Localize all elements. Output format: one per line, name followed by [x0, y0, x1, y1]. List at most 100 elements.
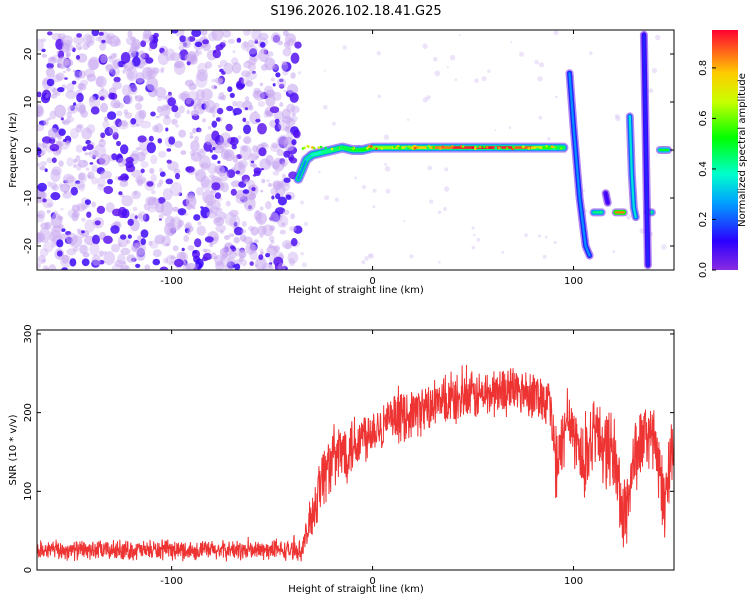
y-tick-label: 10 [23, 96, 34, 109]
noise-blob [87, 58, 99, 71]
noise-blob [76, 53, 88, 63]
noise-blob [241, 229, 247, 234]
noise-blob [78, 244, 89, 255]
noise-blob [111, 59, 119, 69]
noise-blob [133, 190, 138, 196]
noise-blob [156, 182, 162, 188]
noise-blob [229, 245, 236, 250]
noise-blob [192, 127, 197, 134]
noise-dot [651, 67, 658, 74]
noise-blob [86, 42, 91, 48]
noise-blob [171, 105, 179, 113]
noise-blob [137, 50, 146, 59]
noise-blob [285, 126, 290, 130]
ridge-speckle [303, 146, 306, 150]
noise-blob [250, 160, 255, 164]
noise-blob [39, 248, 49, 257]
noise-blob [272, 245, 281, 252]
noise-blob [46, 157, 53, 164]
noise-blob [66, 111, 72, 119]
noise-blob [73, 163, 77, 168]
noise-blob [229, 214, 241, 229]
noise-blob [137, 213, 143, 220]
noise-blob [202, 256, 208, 262]
noise-blob [47, 127, 59, 139]
noise-blob [169, 52, 182, 61]
noise-blob [278, 119, 288, 131]
noise-blob [192, 266, 198, 270]
noise-blob [147, 197, 160, 209]
noise-blob [81, 230, 85, 234]
noise-blob [283, 41, 290, 48]
noise-blob [184, 53, 196, 62]
noise-blob [181, 247, 185, 252]
ridge-speckle [375, 147, 378, 151]
noise-blob [88, 96, 96, 103]
noise-blob [195, 72, 208, 88]
noise-blob [37, 210, 46, 219]
colorbar: 0.0 0.2 0.4 0.6 0.8 Normalized spectral ampl… [698, 30, 748, 278]
noise-blob [161, 235, 171, 247]
noise-blob [172, 206, 179, 212]
noise-blob [150, 174, 157, 183]
noise-blob [58, 128, 66, 136]
colorbar-gradient [712, 30, 738, 270]
noise-blob [123, 109, 129, 115]
noise-blob [37, 262, 41, 269]
noise-blob [214, 213, 219, 217]
noise-blob [143, 203, 151, 211]
snr-y-label: SNR (10 * v/v) [8, 414, 19, 485]
noise-dot [612, 250, 616, 254]
noise-blob [243, 60, 252, 69]
noise-blob [199, 155, 211, 171]
noise-blob [142, 30, 152, 39]
noise-dot [454, 78, 458, 81]
noise-blob [196, 69, 208, 82]
noise-blob [37, 91, 42, 98]
noise-blob [231, 62, 242, 74]
noise-blob [214, 192, 221, 200]
noise-blob [224, 264, 234, 270]
noise-dot [474, 78, 479, 83]
noise-blob [290, 105, 300, 114]
noise-dot [443, 207, 447, 211]
noise-blob [188, 82, 197, 91]
noise-blob [177, 219, 184, 227]
noise-blob [226, 169, 236, 179]
noise-blob [156, 105, 163, 113]
noise-blob [234, 247, 246, 257]
ridge-speckle [405, 147, 408, 150]
noise-blob [241, 41, 250, 51]
noise-blob [160, 67, 165, 72]
noise-blob [43, 119, 49, 126]
x-tick-label: 100 [564, 276, 583, 287]
noise-blob [165, 243, 170, 247]
noise-blob [273, 256, 284, 267]
noise-blob [293, 225, 303, 234]
noise-blob [200, 175, 210, 188]
noise-blob [75, 181, 86, 189]
noise-dot [547, 137, 551, 141]
noise-blob [178, 192, 183, 196]
noise-blob [115, 118, 122, 128]
noise-dot [362, 185, 367, 190]
noise-blob [37, 255, 47, 264]
noise-blob [237, 135, 242, 140]
noise-blob [237, 159, 248, 169]
noise-blob [247, 39, 255, 48]
noise-blob [37, 162, 41, 167]
noise-blob [185, 221, 192, 230]
noise-blob [82, 146, 87, 152]
noise-blob [85, 167, 90, 171]
ridge-speckle [441, 145, 445, 148]
noise-dot [625, 214, 632, 220]
noise-blob [257, 101, 266, 107]
noise-blob [138, 211, 147, 222]
noise-blob [88, 56, 100, 70]
ridge-speckle [368, 145, 371, 148]
noise-blob [170, 260, 175, 264]
noise-blob [86, 124, 96, 134]
noise-blob [140, 168, 145, 174]
x-tick-label: -100 [160, 276, 183, 287]
noise-blob [244, 96, 250, 102]
